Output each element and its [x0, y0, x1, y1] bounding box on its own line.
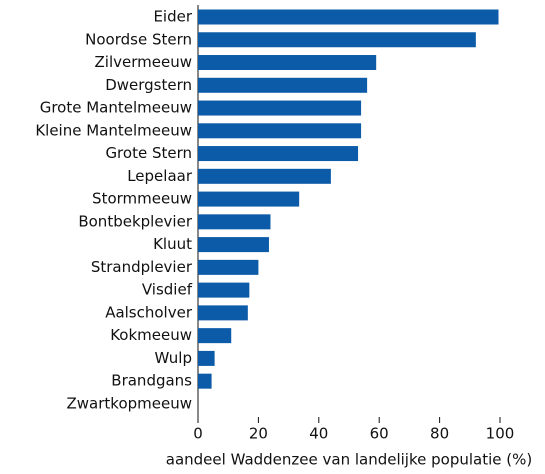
bar	[198, 123, 362, 139]
y-tick-label: Kokmeeuw	[110, 326, 192, 344]
bar	[198, 305, 248, 321]
y-tick-label: Lepelaar	[127, 167, 193, 185]
y-tick-label: Bontbekplevier	[78, 212, 192, 230]
y-tick-label: Zilvermeeuw	[95, 53, 192, 71]
bar	[198, 237, 269, 253]
y-tick-label: Noordse Stern	[85, 30, 192, 48]
bar	[198, 214, 271, 230]
bar	[198, 191, 300, 207]
x-tick-label: 40	[309, 425, 328, 443]
bar	[198, 168, 331, 184]
y-tick-label: Kluut	[153, 235, 192, 253]
bar	[198, 373, 212, 389]
y-tick-label: Strandplevier	[91, 258, 193, 276]
x-tick-label: 20	[249, 425, 268, 443]
y-tick-label: Visdief	[142, 281, 193, 299]
y-tick-label: Eider	[153, 8, 192, 26]
bar	[198, 282, 250, 298]
bar	[198, 100, 362, 116]
y-tick-label: Stormmeeuw	[92, 190, 192, 208]
x-tick-label: 0	[193, 425, 203, 443]
bar	[198, 32, 476, 48]
bar	[198, 350, 215, 366]
bar	[198, 146, 359, 162]
y-tick-label: Wulp	[155, 349, 193, 367]
y-tick-label: Zwartkopmeeuw	[67, 394, 192, 412]
y-tick-label: Aalscholver	[105, 303, 193, 321]
x-tick-label: 80	[430, 425, 449, 443]
bar	[198, 55, 377, 71]
bar	[198, 9, 499, 25]
bar	[198, 77, 368, 93]
y-tick-label: Grote Mantelmeeuw	[40, 99, 192, 117]
y-tick-label: Grote Stern	[105, 144, 192, 162]
x-axis-label: aandeel Waddenzee van landelijke populat…	[166, 451, 532, 469]
x-tick-label: 100	[486, 425, 515, 443]
x-tick-label: 60	[370, 425, 389, 443]
y-tick-label: Brandgans	[111, 372, 192, 390]
bar	[198, 259, 259, 275]
y-tick-label: Dwergstern	[105, 76, 192, 94]
bar	[198, 328, 232, 344]
y-tick-label: Kleine Mantelmeeuw	[35, 121, 192, 139]
